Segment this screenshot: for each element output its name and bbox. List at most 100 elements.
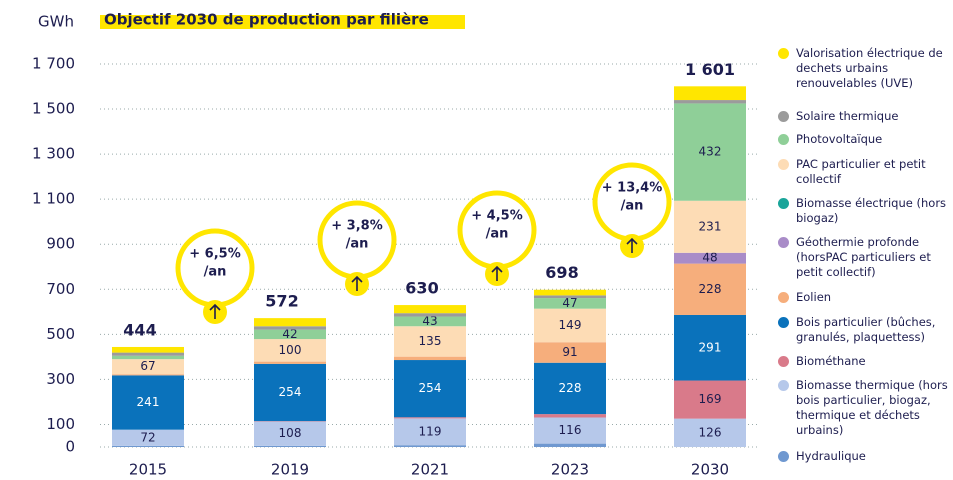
bar-segment <box>534 289 606 296</box>
bar-segment <box>254 329 326 340</box>
value-label: 228 <box>699 282 722 296</box>
x-tick-label: 2021 <box>411 461 449 479</box>
bar-segment <box>394 418 466 446</box>
legend-label: Eolien <box>796 290 832 304</box>
value-label: 67 <box>140 359 155 373</box>
y-tick-label: 700 <box>46 280 75 298</box>
bar-segment <box>674 252 746 264</box>
growth-label: + 3,8% <box>331 219 382 234</box>
arrow-icon <box>209 303 221 319</box>
x-tick-label: 2023 <box>551 461 589 479</box>
bar-segment <box>534 342 606 363</box>
value-label: 43 <box>422 314 437 328</box>
growth-label: + 13,4% <box>602 181 663 196</box>
total-label: 630 <box>405 279 438 298</box>
x-tick-label: 2030 <box>691 461 729 479</box>
growth-label: + 4,5% <box>471 209 522 224</box>
bar-segment <box>254 318 326 327</box>
total-label: 572 <box>265 292 298 311</box>
legend-entry: Valorisation électrique de dechets urbai… <box>776 46 952 91</box>
x-tick-label: 2015 <box>129 461 167 479</box>
value-label: 149 <box>559 318 582 332</box>
legend-swatch <box>778 380 789 391</box>
legend-swatch <box>778 317 789 328</box>
bar-segment <box>394 445 466 447</box>
bar-segment <box>534 414 606 418</box>
bar-segment <box>674 103 746 201</box>
arrow-icon <box>626 237 638 253</box>
value-label: 126 <box>699 425 722 439</box>
legend-entry: Biométhane <box>776 354 952 369</box>
growth-label: /an <box>204 265 227 280</box>
bar-segment <box>674 86 746 101</box>
value-label: 119 <box>419 424 442 438</box>
value-label: 135 <box>419 334 442 348</box>
title-highlight <box>100 15 465 29</box>
bar-segment <box>534 308 606 343</box>
value-label: 241 <box>137 395 160 409</box>
x-tick-label: 2019 <box>271 461 309 479</box>
value-label: 231 <box>699 219 722 233</box>
value-label: 116 <box>559 423 582 437</box>
legend-entry: Photovoltaïque <box>776 132 952 147</box>
bar-segment <box>534 298 606 309</box>
bar-segment <box>394 305 466 314</box>
legend-entry: Hydraulique <box>776 449 952 464</box>
y-tick-label: 100 <box>46 415 75 433</box>
bar-segment <box>394 360 466 418</box>
legend-label: Biomasse électrique (hors biogaz) <box>796 196 947 225</box>
y-tick-label: 900 <box>46 235 75 253</box>
legend-swatch <box>778 159 789 170</box>
bar-segment <box>534 417 606 444</box>
bar-segment <box>112 429 184 446</box>
value-label: 108 <box>279 426 302 440</box>
bar-segment <box>254 421 326 446</box>
legend-swatch <box>778 356 789 367</box>
arrow-icon <box>351 275 363 291</box>
bar-segment <box>112 359 184 375</box>
value-label: 432 <box>699 145 722 159</box>
bar-segment <box>112 352 184 356</box>
bar-segment <box>674 418 746 447</box>
bar-segment <box>394 313 466 317</box>
bar-segment <box>254 339 326 362</box>
legend-swatch <box>778 198 789 209</box>
arrow-icon <box>491 265 503 281</box>
legend-swatch <box>778 134 789 145</box>
legend-label: Hydraulique <box>796 449 866 463</box>
total-label: 698 <box>545 263 578 282</box>
bar-segment <box>112 374 184 376</box>
y-tick-label: 0 <box>65 438 75 456</box>
bar-segment <box>674 314 746 381</box>
value-label: 254 <box>419 381 442 395</box>
legend-label: Photovoltaïque <box>796 132 883 146</box>
bar-segment <box>394 356 466 361</box>
y-axis-label: GWh <box>38 13 74 31</box>
bar-segment <box>394 326 466 357</box>
bar-segment <box>534 362 606 415</box>
value-label: 47 <box>562 296 577 310</box>
legend-entry: Bois particulier (bûches, granulés, plaq… <box>776 315 952 345</box>
value-label: 100 <box>279 343 302 357</box>
value-label: 291 <box>699 340 722 354</box>
legend-label: Bois particulier (bûches, granulés, plaq… <box>796 315 936 344</box>
total-label: 444 <box>123 320 156 339</box>
value-label: 91 <box>562 345 577 359</box>
y-tick-label: 1 700 <box>32 55 75 73</box>
legend-swatch <box>778 292 789 303</box>
legend-label: PAC particulier et petit collectif <box>796 157 926 186</box>
legend-entry: PAC particulier et petit collectif <box>776 157 952 187</box>
bar-segment <box>534 295 606 299</box>
bar-segment <box>674 100 746 104</box>
value-label: 48 <box>702 251 717 265</box>
y-tick-label: 500 <box>46 325 75 343</box>
growth-label: + 6,5% <box>189 247 240 262</box>
bar-segment <box>254 361 326 364</box>
value-label: 169 <box>699 392 722 406</box>
y-tick-label: 1 300 <box>32 145 75 163</box>
value-label: 42 <box>282 327 297 341</box>
legend-label: Biométhane <box>796 354 866 368</box>
bar-segment <box>254 363 326 422</box>
legend-swatch <box>778 48 789 59</box>
bar-segment <box>394 316 466 327</box>
